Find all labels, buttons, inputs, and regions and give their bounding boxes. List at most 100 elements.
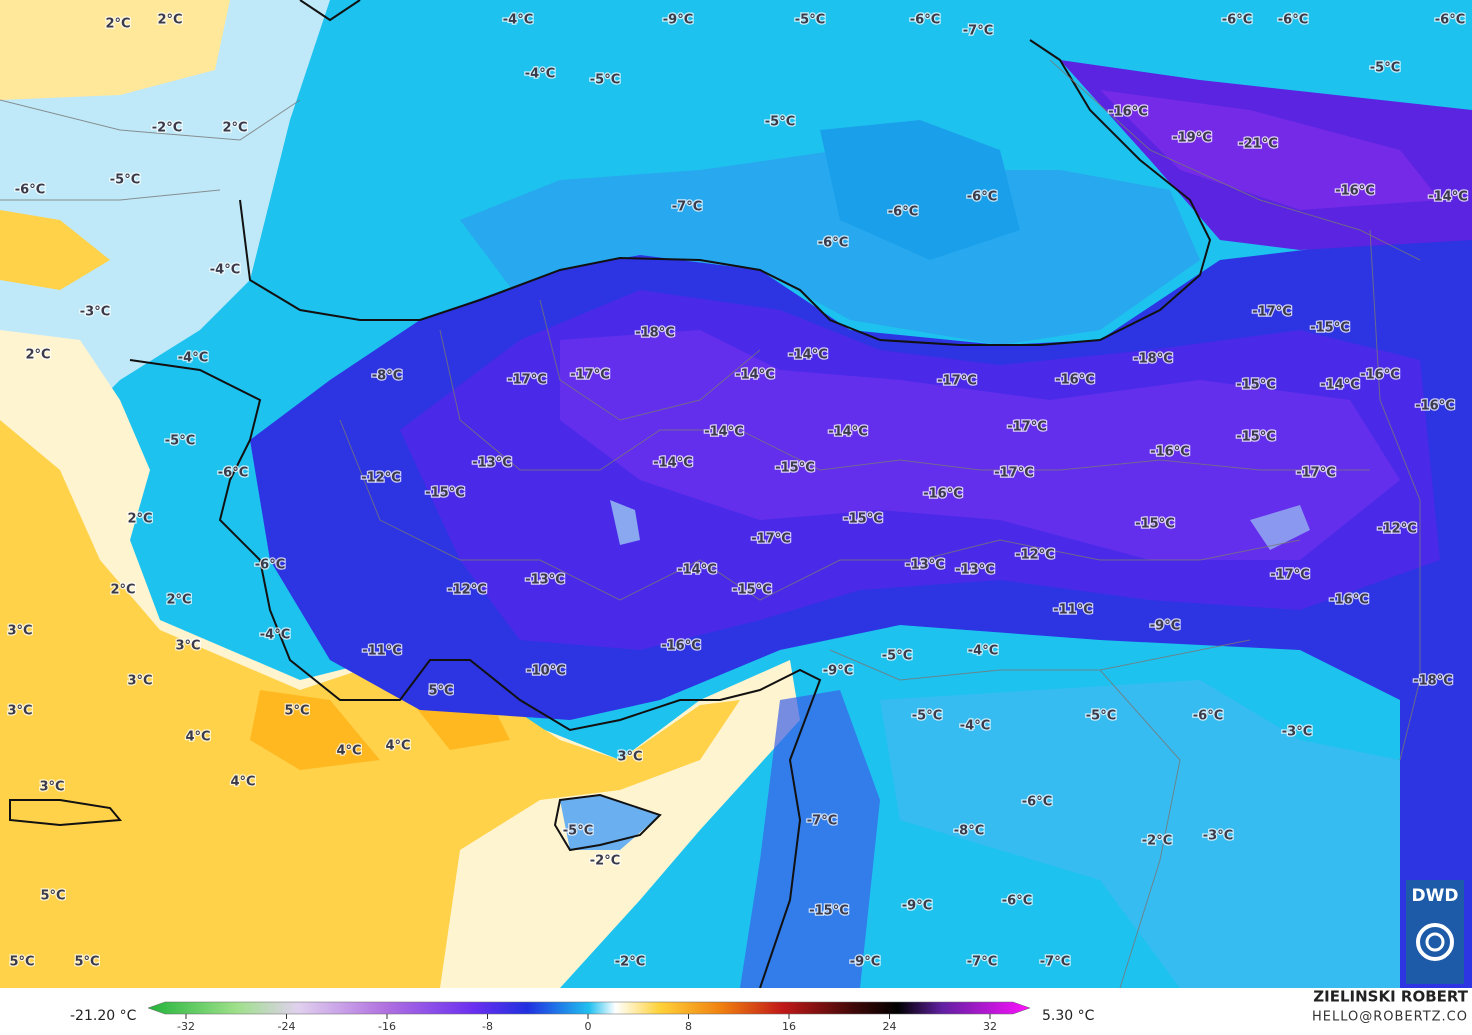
temperature-label: -4°C <box>960 719 990 734</box>
temperature-label: -5°C <box>912 709 942 724</box>
temperature-label: -15°C <box>732 583 772 598</box>
temperature-label: 3°C <box>7 704 32 719</box>
temperature-label: -7°C <box>967 955 997 970</box>
temperature-label: 3°C <box>617 750 642 765</box>
temperature-label: -3°C <box>1203 829 1233 844</box>
borders <box>0 59 1421 989</box>
temperature-label: -9°C <box>850 955 880 970</box>
temperature-label: -17°C <box>1270 568 1310 583</box>
logo-swirl <box>1416 923 1454 961</box>
colorbar-tick-label: -24 <box>278 1020 296 1033</box>
temperature-label: -15°C <box>425 486 465 501</box>
temperature-label: -5°C <box>165 434 195 449</box>
temperature-label: -15°C <box>1310 321 1350 336</box>
temperature-label: -18°C <box>635 326 675 341</box>
temperature-label: -6°C <box>967 190 997 205</box>
temperature-label: -12°C <box>1377 522 1417 537</box>
temperature-label: 5°C <box>40 889 65 904</box>
temperature-label: -14°C <box>1320 378 1360 393</box>
temperature-label: 4°C <box>336 744 361 759</box>
temperature-label: -6°C <box>888 205 918 220</box>
temperature-label: -6°C <box>1435 13 1465 28</box>
temperature-label: -15°C <box>1236 378 1276 393</box>
temperature-label: -16°C <box>661 639 701 654</box>
temperature-label: -16°C <box>1360 368 1400 383</box>
temperature-label: -4°C <box>178 351 208 366</box>
credit-email: HELLO@ROBERTZ.CO <box>1312 1010 1468 1025</box>
temperature-label: -17°C <box>937 374 977 389</box>
temperature-label: -5°C <box>1086 709 1116 724</box>
temperature-label: -16°C <box>1335 184 1375 199</box>
temperature-label: -16°C <box>1329 593 1369 608</box>
temperature-label: -6°C <box>15 183 45 198</box>
temperature-label: -13°C <box>472 456 512 471</box>
colorbar-tick-label: 0 <box>585 1020 592 1033</box>
colorbar-tick-label: -32 <box>177 1020 195 1033</box>
temperature-label: -5°C <box>765 115 795 130</box>
colorbar-tick-label: 32 <box>983 1020 997 1033</box>
temperature-label: -7°C <box>1040 955 1070 970</box>
legend-max: 5.30 °C <box>1042 1008 1095 1024</box>
temperature-label: -5°C <box>1370 61 1400 76</box>
temperature-label: -12°C <box>361 471 401 486</box>
temperature-label: -6°C <box>1022 795 1052 810</box>
temperature-label: -13°C <box>525 573 565 588</box>
temperature-label: -6°C <box>1193 709 1223 724</box>
temperature-label: -18°C <box>1413 674 1453 689</box>
colorbar-tick-label: -16 <box>378 1020 396 1033</box>
temperature-label: -6°C <box>1278 13 1308 28</box>
temperature-label: -9°C <box>902 899 932 914</box>
temperature-label: -6°C <box>1222 13 1252 28</box>
temperature-label: -5°C <box>110 173 140 188</box>
temperature-label: -16°C <box>1415 399 1455 414</box>
temperature-label: 5°C <box>284 704 309 719</box>
temperature-label: -6°C <box>255 558 285 573</box>
temperature-label: -11°C <box>362 644 402 659</box>
temperature-label: -15°C <box>843 512 883 527</box>
temperature-label: -6°C <box>1002 894 1032 909</box>
temperature-label: -17°C <box>570 368 610 383</box>
temperature-label: 5°C <box>9 955 34 970</box>
temperature-label: -4°C <box>260 628 290 643</box>
logo: DWD <box>1406 880 1464 984</box>
temperature-label: -12°C <box>1015 548 1055 563</box>
temperature-label: 4°C <box>230 775 255 790</box>
temperature-label: -16°C <box>923 487 963 502</box>
temperature-label: -14°C <box>828 425 868 440</box>
temperature-label: -9°C <box>663 13 693 28</box>
temperature-label: 2°C <box>105 17 130 32</box>
temperature-label: -4°C <box>968 644 998 659</box>
temperature-label: -2°C <box>152 121 182 136</box>
temperature-label: -16°C <box>1055 373 1095 388</box>
temperature-label: 4°C <box>185 730 210 745</box>
temperature-label: -6°C <box>818 236 848 251</box>
colorbar <box>147 1001 1031 1015</box>
temperature-label: -4°C <box>525 67 555 82</box>
temperature-label: -10°C <box>526 664 566 679</box>
temperature-label: -19°C <box>1172 131 1212 146</box>
temperature-label: 5°C <box>74 955 99 970</box>
temperature-label: 2°C <box>25 348 50 363</box>
temperature-label: -7°C <box>807 814 837 829</box>
coastlines <box>9 0 1212 989</box>
temperature-label: -12°C <box>447 583 487 598</box>
credit-name: ZIELINSKI ROBERT <box>1313 988 1468 1006</box>
temperature-label: -4°C <box>503 13 533 28</box>
temperature-label: -6°C <box>910 13 940 28</box>
temperature-label: -17°C <box>751 532 791 547</box>
temperature-label: 2°C <box>157 13 182 28</box>
temperature-label: -17°C <box>994 466 1034 481</box>
temperature-label: 2°C <box>110 583 135 598</box>
temperature-label: -18°C <box>1133 352 1173 367</box>
temperature-label: -15°C <box>1236 430 1276 445</box>
temperature-label: -13°C <box>905 558 945 573</box>
temperature-label: -6°C <box>218 466 248 481</box>
temperature-label: 3°C <box>175 639 200 654</box>
temperature-label: -14°C <box>1428 190 1468 205</box>
legend-min: -21.20 °C <box>70 1008 137 1024</box>
temperature-label: 4°C <box>385 739 410 754</box>
temperature-label: -2°C <box>615 955 645 970</box>
temperature-label: 3°C <box>7 624 32 639</box>
